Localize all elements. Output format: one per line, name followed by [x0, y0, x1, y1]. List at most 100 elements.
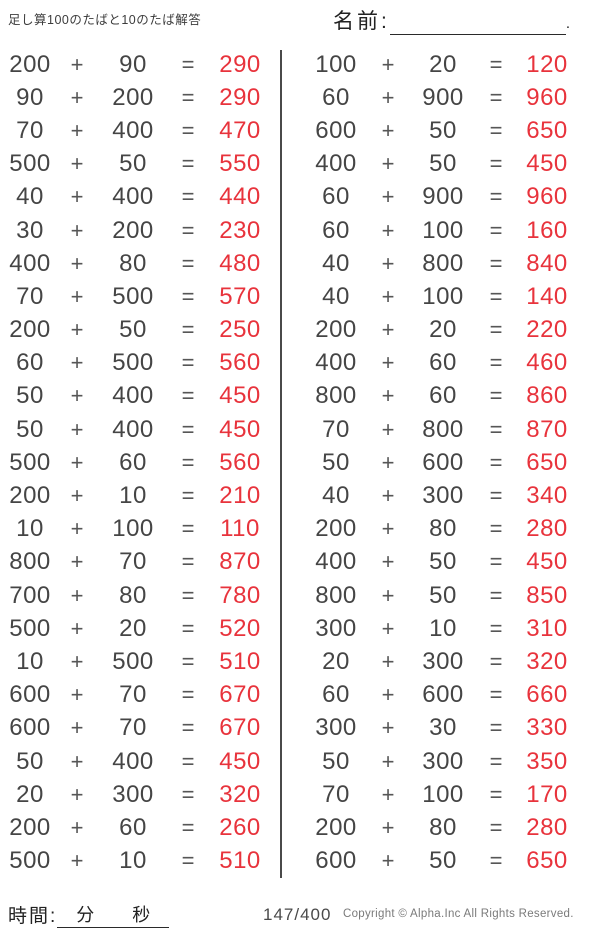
operand-b: 60	[119, 813, 147, 841]
plus-icon: +	[381, 84, 395, 110]
equation-row: 500 +20 = 520	[0, 612, 280, 645]
plus-icon: +	[70, 549, 84, 575]
equals-icon: =	[181, 648, 195, 674]
operand-b: 300	[112, 780, 154, 808]
operand-a: 600	[315, 847, 357, 875]
plus-icon: +	[70, 51, 84, 77]
plus-icon: +	[381, 283, 395, 309]
answer-value: 960	[526, 183, 568, 211]
operand-a: 200	[315, 515, 357, 543]
equals-icon: =	[489, 715, 503, 741]
operand-a: 50	[322, 747, 350, 775]
operand-b: 800	[422, 415, 464, 443]
equals-icon: =	[181, 317, 195, 343]
equation-row: 60 +900 = 960	[299, 181, 585, 214]
equation-row: 200 +10 = 210	[0, 479, 280, 512]
operand-b: 70	[119, 714, 147, 742]
plus-icon: +	[381, 848, 395, 874]
answer-value: 290	[219, 83, 261, 111]
operand-b: 80	[119, 249, 147, 277]
equation-row: 600 +70 = 670	[0, 679, 280, 712]
operand-a: 200	[315, 316, 357, 344]
equation-row: 500 +10 = 510	[0, 845, 280, 878]
plus-icon: +	[381, 715, 395, 741]
equation-row: 60 +600 = 660	[299, 679, 585, 712]
equals-icon: =	[181, 615, 195, 641]
minutes-label: 分	[76, 905, 95, 925]
equation-row: 70 +500 = 570	[0, 280, 280, 313]
operand-a: 20	[16, 780, 44, 808]
plus-icon: +	[381, 814, 395, 840]
equals-icon: =	[489, 781, 503, 807]
equals-icon: =	[489, 117, 503, 143]
plus-icon: +	[70, 449, 84, 475]
plus-icon: +	[381, 615, 395, 641]
plus-icon: +	[70, 781, 84, 807]
operand-a: 500	[9, 614, 51, 642]
operand-b: 200	[112, 83, 154, 111]
answer-value: 860	[526, 382, 568, 410]
plus-icon: +	[381, 682, 395, 708]
operand-b: 20	[119, 614, 147, 642]
answer-value: 570	[219, 282, 261, 310]
plus-icon: +	[70, 715, 84, 741]
equals-icon: =	[181, 350, 195, 376]
operand-b: 70	[119, 681, 147, 709]
equation-row: 60 +500 = 560	[0, 347, 280, 380]
equals-icon: =	[181, 84, 195, 110]
operand-b: 50	[429, 116, 457, 144]
equals-icon: =	[489, 250, 503, 276]
equals-icon: =	[489, 151, 503, 177]
answer-value: 160	[526, 216, 568, 244]
plus-icon: +	[381, 781, 395, 807]
equals-icon: =	[181, 383, 195, 409]
plus-icon: +	[381, 383, 395, 409]
problems-area: 200 +90 = 290 90 +200 = 290 70 +400 = 470 500 +50 = 550…	[0, 48, 585, 878]
plus-icon: +	[70, 217, 84, 243]
answer-value: 960	[526, 83, 568, 111]
operand-a: 40	[16, 183, 44, 211]
equation-row: 70 +800 = 870	[299, 413, 585, 446]
operand-a: 70	[16, 116, 44, 144]
equation-row: 40 +100 = 140	[299, 280, 585, 313]
operand-a: 60	[322, 83, 350, 111]
equation-row: 600 +50 = 650	[299, 114, 585, 147]
operand-a: 60	[322, 216, 350, 244]
answer-value: 330	[526, 714, 568, 742]
answer-value: 440	[219, 183, 261, 211]
equation-row: 500 +50 = 550	[0, 148, 280, 181]
operand-b: 400	[112, 116, 154, 144]
answer-value: 450	[219, 747, 261, 775]
equation-row: 800 +60 = 860	[299, 380, 585, 413]
operand-b: 50	[429, 847, 457, 875]
answer-value: 320	[219, 780, 261, 808]
equals-icon: =	[489, 848, 503, 874]
answer-value: 230	[219, 216, 261, 244]
plus-icon: +	[381, 582, 395, 608]
operand-a: 600	[9, 714, 51, 742]
plus-icon: +	[70, 848, 84, 874]
plus-icon: +	[70, 184, 84, 210]
operand-a: 200	[9, 50, 51, 78]
answer-value: 780	[219, 581, 261, 609]
problems-column-right: 100 +20 = 120 60 +900 = 960 600 +50 = 650 400 +50 = 450…	[282, 48, 585, 878]
operand-a: 20	[322, 647, 350, 675]
answer-value: 650	[526, 116, 568, 144]
equation-row: 90 +200 = 290	[0, 81, 280, 114]
equation-row: 200 +50 = 250	[0, 314, 280, 347]
plus-icon: +	[70, 317, 84, 343]
operand-a: 500	[9, 847, 51, 875]
equals-icon: =	[489, 814, 503, 840]
answer-value: 450	[526, 150, 568, 178]
name-label: 名前:	[333, 10, 390, 33]
answer-value: 670	[219, 681, 261, 709]
time-write-line: 分秒	[57, 905, 170, 928]
equation-row: 70 +400 = 470	[0, 114, 280, 147]
equals-icon: =	[181, 184, 195, 210]
operand-b: 80	[429, 515, 457, 543]
plus-icon: +	[70, 682, 84, 708]
operand-b: 50	[119, 150, 147, 178]
equation-row: 50 +400 = 450	[0, 380, 280, 413]
operand-b: 60	[429, 382, 457, 410]
operand-b: 10	[429, 614, 457, 642]
